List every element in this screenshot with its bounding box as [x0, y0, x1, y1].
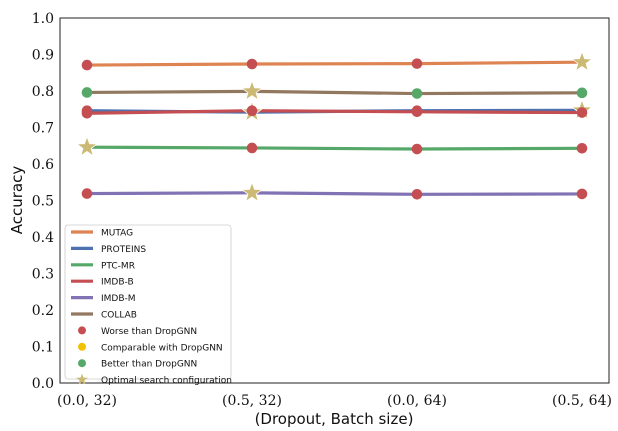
worse-point-marker [81, 107, 93, 119]
legend-label: PTC-MR [101, 261, 135, 271]
y-tick-label: 0.4 [32, 230, 54, 246]
legend-marker-swatch [78, 359, 86, 368]
series-markers [75, 50, 594, 203]
optimal-star-marker [240, 181, 264, 203]
better-point-marker [411, 88, 423, 99]
y-tick-label: 0.3 [32, 267, 54, 283]
legend-marker-swatch [78, 326, 86, 335]
series-line [85, 89, 584, 96]
series-line [85, 109, 584, 115]
worse-point-marker [246, 142, 258, 154]
legend-box [64, 224, 232, 380]
x-tick-label: (0.5, 32) [222, 393, 282, 409]
worse-point-marker [246, 58, 258, 70]
worse-point-marker [411, 58, 423, 69]
legend-label: Optimal search configuration [101, 376, 232, 386]
legend-label: Comparable with DropGNN [101, 343, 223, 353]
y-tick-label: 1.0 [32, 11, 54, 27]
legend-label: Better than DropGNN [101, 360, 197, 370]
legend-label: Worse than DropGNN [101, 327, 197, 337]
y-axis-ticks: 0.0 0.1 0.2 0.3 0.4 0.5 0.6 0.7 0.8 0.9 1.0 [32, 11, 54, 392]
y-tick-label: 0.6 [32, 157, 54, 173]
worse-point-marker [81, 59, 93, 71]
y-tick-label: 0.8 [32, 84, 54, 100]
legend-label: IMDB-B [101, 278, 134, 288]
optimal-star-marker [75, 135, 99, 157]
legend-label: MUTAG [101, 229, 133, 239]
y-tick-label: 0.9 [32, 48, 54, 64]
worse-point-marker [411, 143, 423, 155]
x-tick-label: (0.5, 64) [552, 393, 612, 409]
worse-point-marker [246, 105, 258, 117]
optimal-star-marker [240, 79, 264, 101]
x-tick-label: (0.0, 64) [387, 393, 447, 409]
y-tick-label: 0.5 [32, 194, 54, 210]
worse-point-marker [411, 106, 423, 118]
y-axis-label: Accuracy [8, 166, 26, 235]
legend-marker-swatch [78, 342, 86, 351]
legend-label: COLLAB [101, 311, 137, 321]
x-axis-label: (Dropout, Batch size) [255, 410, 414, 428]
optimal-star-marker [570, 50, 594, 72]
legend-label: PROTEINS [101, 245, 146, 255]
better-point-marker [81, 87, 93, 98]
worse-point-marker [576, 143, 588, 154]
y-tick-label: 0.1 [32, 340, 54, 356]
series-line [85, 145, 584, 151]
y-tick-label: 0.2 [32, 303, 54, 319]
better-point-marker [576, 87, 588, 99]
legend-star-swatch [76, 373, 88, 385]
series-line [85, 60, 584, 67]
series-lines [85, 60, 584, 196]
y-tick-label: 0.0 [32, 376, 54, 392]
legend-label: IMDB-M [101, 294, 136, 304]
y-tick-label: 0.7 [32, 121, 54, 137]
worse-point-marker [81, 188, 93, 199]
worse-point-marker [576, 188, 588, 200]
series-line [85, 191, 584, 196]
worse-point-marker [411, 188, 423, 200]
x-axis-ticks: (0.0, 32) (0.5, 32) (0.0, 64) (0.5, 64) [57, 393, 612, 409]
legend: MUTAG PROTEINS PTC-MR IMDB-B IMDB-M COLLAB Wor… [64, 224, 232, 386]
worse-point-marker [576, 107, 588, 118]
x-tick-label: (0.0, 32) [57, 393, 117, 409]
